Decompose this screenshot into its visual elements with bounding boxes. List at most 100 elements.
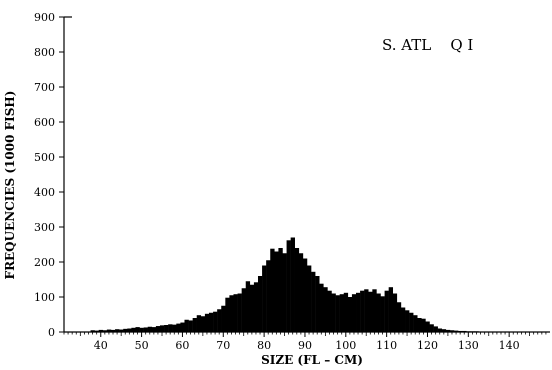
- histogram-bar: [172, 324, 177, 332]
- histogram-bar: [364, 289, 369, 332]
- histogram-bar: [237, 293, 242, 332]
- histogram-bar: [213, 311, 218, 332]
- histogram-bar: [131, 327, 136, 332]
- x-tick-label: 110: [376, 339, 397, 352]
- histogram-bar: [110, 329, 116, 332]
- histogram-bar: [307, 265, 312, 332]
- chart-annotation: S. ATL Q I: [382, 36, 473, 54]
- histogram-bar: [196, 315, 202, 332]
- histogram-bar: [180, 322, 185, 332]
- histogram-bar: [417, 318, 422, 332]
- histogram-bar: [425, 321, 430, 332]
- x-tick-label: 130: [458, 339, 479, 352]
- y-tick-label: 900: [34, 11, 55, 24]
- histogram-bar: [278, 248, 283, 332]
- histogram-bar: [102, 330, 108, 332]
- y-tick-label: 700: [34, 81, 55, 94]
- histogram-bar: [151, 327, 157, 332]
- y-tick-label: 800: [34, 46, 55, 59]
- y-tick-label: 0: [48, 326, 55, 339]
- histogram-bar: [421, 318, 426, 332]
- histogram-bar: [168, 324, 173, 332]
- histogram-bar: [139, 327, 144, 332]
- histogram-bar: [233, 294, 238, 332]
- x-tick-label: 70: [216, 339, 230, 352]
- histogram-bar: [372, 289, 377, 332]
- histogram-bar: [253, 282, 259, 332]
- histogram-bar: [400, 307, 406, 332]
- histogram-bar: [119, 329, 124, 332]
- histogram-bar: [266, 260, 271, 332]
- histogram-bar: [127, 328, 132, 332]
- histogram-bar: [98, 329, 104, 332]
- histogram-bar: [184, 319, 189, 332]
- histogram-bar: [229, 295, 234, 332]
- histogram-bar: [270, 248, 275, 332]
- histogram-bar: [106, 329, 112, 332]
- histogram-bar: [217, 309, 222, 332]
- histogram-bar: [351, 294, 357, 332]
- x-tick-label: 140: [499, 339, 520, 352]
- x-tick-label: 100: [335, 339, 356, 352]
- histogram-bar: [449, 330, 455, 332]
- histogram-bar: [159, 325, 165, 332]
- histogram-bar: [115, 329, 120, 332]
- histogram-bar: [294, 248, 300, 332]
- x-tick-label: 80: [257, 339, 271, 352]
- histogram-bar: [274, 251, 279, 332]
- histogram-bar: [368, 291, 373, 332]
- histogram-bar: [396, 302, 402, 332]
- labels-group: S. ATL Q I SIZE (FL – CM) FREQUENCIES (1…: [3, 36, 473, 367]
- y-tick-label: 400: [34, 186, 55, 199]
- histogram-bar: [249, 284, 255, 332]
- histogram-bar: [388, 287, 394, 332]
- histogram-bar: [225, 297, 230, 332]
- x-axis-label: SIZE (FL – CM): [261, 353, 363, 367]
- histogram-bar: [413, 315, 418, 332]
- histogram-bar: [245, 281, 251, 332]
- histogram-bar: [335, 295, 340, 332]
- histogram-bar: [323, 287, 328, 332]
- y-tick-label: 100: [34, 291, 55, 304]
- histogram-bar: [315, 276, 320, 332]
- histogram-bar: [327, 290, 332, 332]
- histogram-bar: [339, 294, 344, 332]
- histogram-bar: [155, 326, 161, 332]
- histogram-bar: [384, 290, 389, 332]
- histogram-bar: [188, 320, 193, 332]
- x-tick-label: 120: [417, 339, 438, 352]
- histogram-bar: [360, 290, 365, 332]
- histogram-bar: [176, 323, 181, 332]
- histogram-bar: [262, 265, 267, 332]
- bars-group: [90, 237, 512, 333]
- y-tick-label: 300: [34, 221, 55, 234]
- histogram-bar: [200, 316, 206, 332]
- y-tick-label: 200: [34, 256, 55, 269]
- histogram-bar: [204, 313, 210, 332]
- histogram-bar: [445, 329, 451, 332]
- histogram-bar: [319, 283, 324, 332]
- histogram-bar: [376, 293, 381, 332]
- histogram-bar: [290, 237, 295, 332]
- histogram-bar: [331, 293, 336, 332]
- histogram-bar: [94, 330, 99, 332]
- x-tick-label: 90: [298, 339, 312, 352]
- axes-group: 0 100 200 300 400 500 600 700 800 900 40 50 60 70 80 90…: [34, 11, 550, 352]
- histogram-bar: [405, 310, 410, 332]
- histogram-bar: [429, 324, 434, 332]
- histogram-bar: [343, 292, 349, 332]
- histogram-bar: [90, 330, 95, 332]
- histogram-bar: [409, 312, 414, 332]
- histogram-bar: [135, 327, 140, 332]
- histogram-bar: [433, 326, 438, 332]
- histogram-bar: [123, 328, 128, 332]
- y-axis-label: FREQUENCIES (1000 FISH): [3, 91, 17, 280]
- histogram-bar: [454, 330, 459, 332]
- histogram-bar: [392, 293, 398, 332]
- histogram-bar: [437, 328, 443, 332]
- histogram-bar: [286, 240, 291, 332]
- histogram-bar: [380, 296, 385, 332]
- histogram-bar: [241, 288, 246, 332]
- histogram-bar: [302, 258, 308, 332]
